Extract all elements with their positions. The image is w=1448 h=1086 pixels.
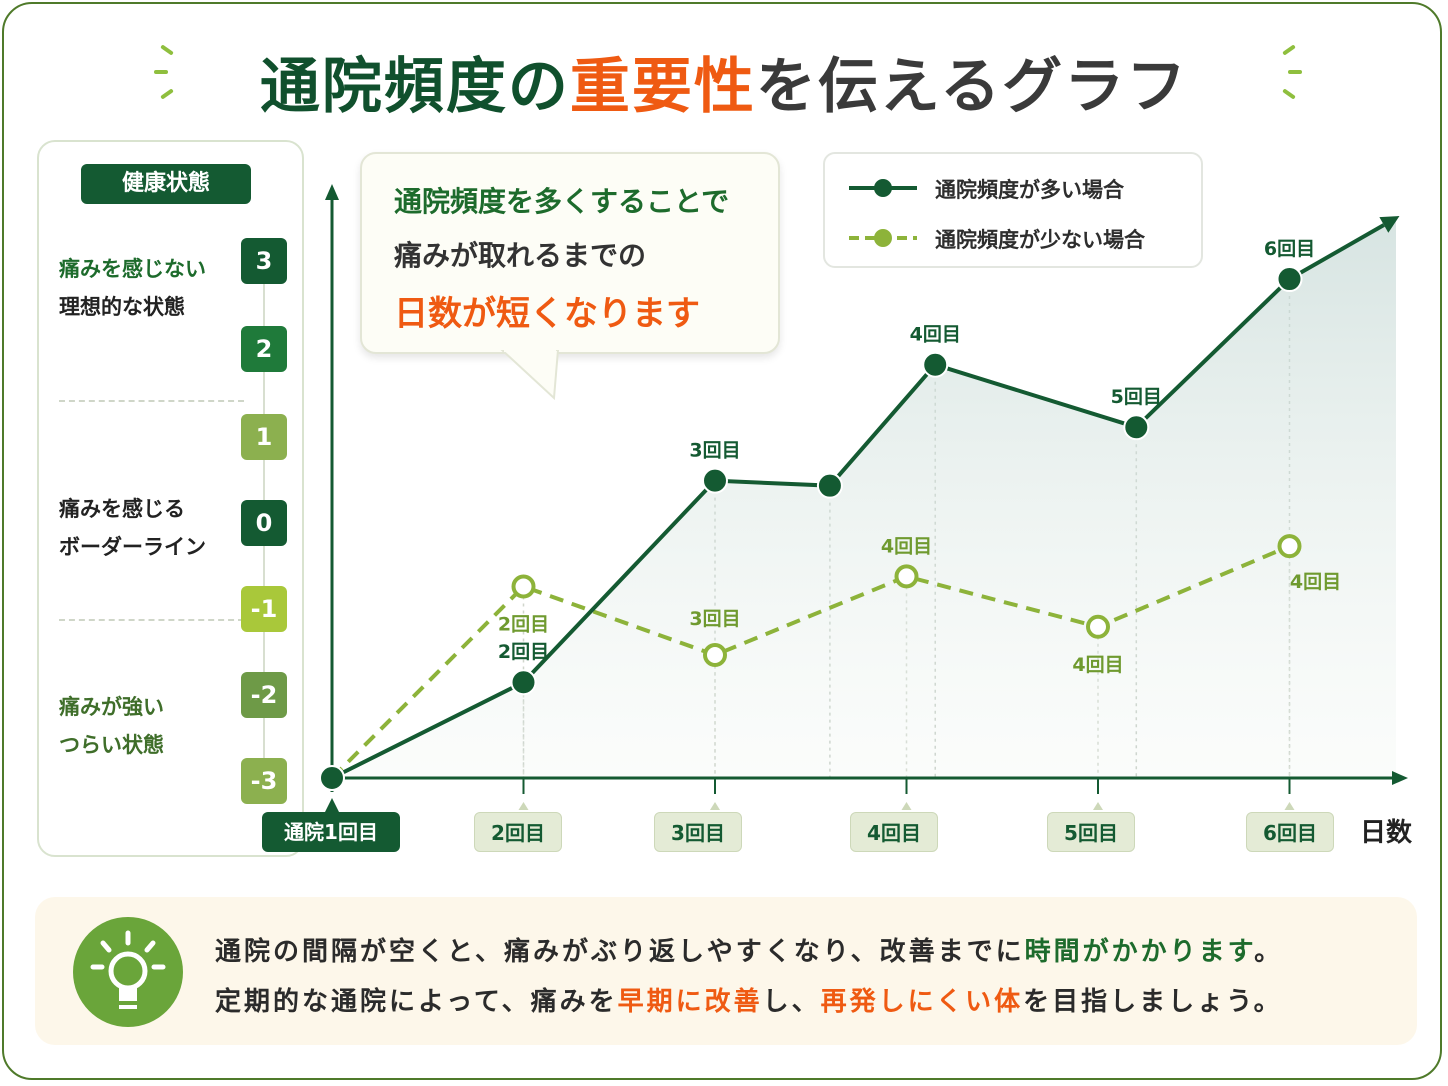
level-1-box: 1 [241,414,287,460]
x-label-5: 5回目 [1047,812,1135,852]
level-minus3-box: -3 [241,758,287,804]
label-border-1: 痛みを感じる [59,497,185,521]
label-ideal-1: 痛みを感じない [59,257,206,281]
line-low-frequency [330,544,1291,780]
x-label-4: 4回目 [850,812,938,852]
high-marker [1276,266,1303,293]
high-line-arrow-icon [1379,216,1400,233]
page-title: 通院頻度の重要性を伝えるグラフ [0,38,1448,125]
x-label-6: 6回目 [1246,812,1334,852]
x-label-2: 2回目 [474,812,562,852]
x-start-pointer-icon [325,798,339,812]
level-minus2-box: -2 [241,672,287,718]
bottom-line1: 通院の間隔が空くと、痛みがぶり返しやすくなり、改善までに時間がかかります。 [215,931,1283,968]
level-minus1-box: -1 [241,586,287,632]
x-tick-pointer-icon [710,802,720,810]
bottom-note: 通院の間隔が空くと、痛みがぶり返しやすくなり、改善までに時間がかかります。 定期… [35,897,1417,1045]
callout-tail [500,350,560,401]
x-tick-pointer-icon [901,802,912,810]
high-line-extension [1288,223,1385,281]
x-axis-arrow-icon [1392,771,1408,785]
health-panel: 健康状態 痛みを感じない 理想的な状態 痛みを感じる ボーダーライン 痛みが強い… [37,140,304,857]
low-marker [1086,614,1110,639]
bottom-l2b: 早期に改善 [617,987,763,1017]
bottom-l1a: 通院の間隔が空くと、痛みがぶり返しやすくなり、改善までに [215,937,1025,967]
high-marker [510,669,537,696]
lightbulb-icon [73,917,183,1027]
callout-line3: 日数が短くなります [394,294,700,334]
low-marker [894,564,919,589]
low-point-label: 4回目 [1072,654,1123,676]
x-axis-title: 日数 [1360,818,1413,848]
low-point-label: 4回目 [881,535,932,557]
title-part2: 重要性 [569,52,756,122]
bottom-l1c: 。 [1254,937,1284,967]
title-part1: 通院頻度の [259,52,570,122]
high-point-label: 2回目 [498,641,549,663]
high-marker [816,472,843,499]
title-spark-right-icon [1272,40,1332,110]
title-spark-left-icon [150,40,210,110]
legend-swatches [849,179,917,247]
low-point-label: 3回目 [689,608,740,630]
bottom-line2: 定期的な通院によって、痛みを早期に改善し、再発しにくい体を目指しましょう。 [215,981,1283,1018]
callout-line1: 通院頻度を多くすることで [394,185,730,218]
low-marker [511,574,536,599]
bottom-l2d: 再発しにくい体 [820,987,1024,1017]
low-marker [1277,534,1302,559]
label-ideal-2: 理想的な状態 [59,295,185,319]
high-point-label: 3回目 [689,440,740,462]
divider-1 [59,400,244,402]
high-point-label: 5回目 [1111,386,1162,408]
legend-low-label: 通院頻度が少ない場合 [935,228,1145,252]
high-marker [702,467,728,494]
legend: 通院頻度が多い場合 通院頻度が少ない場合 [823,152,1203,268]
label-strong-2: つらい状態 [59,733,164,757]
level-2-box: 2 [241,326,287,372]
high-marker [922,351,949,378]
high-marker [1123,414,1150,441]
high-point-label: 4回目 [910,324,961,346]
x-label-1: 通院1回目 [262,812,400,852]
low-point-label: 4回目 [1290,571,1341,593]
callout-line2: 痛みが取れるまでの [394,239,647,272]
legend-low-marker [874,229,892,247]
level-0-box: 0 [241,500,287,546]
legend-high-label: 通院頻度が多い場合 [935,178,1124,202]
x-tick-pointer-icon [1284,802,1295,810]
area-high-frequency [332,218,1396,778]
title-part3: を伝えるグラフ [755,52,1189,122]
divider-2 [59,619,244,621]
high-point-label: 6回目 [1264,238,1315,260]
bottom-l2a: 定期的な通院によって、痛みを [215,987,618,1017]
x-label-3: 3回目 [654,812,742,852]
y-axis-arrow-icon [325,184,339,200]
legend-high-marker [874,179,892,197]
x-tick-pointer-icon [1093,802,1103,810]
label-strong-1: 痛みが強い [59,695,164,719]
bottom-l1b: 時間がかかります [1024,937,1255,967]
callout-box: 通院頻度を多くすることで 痛みが取れるまでの 日数が短くなります [360,152,780,354]
bottom-l2c: し、 [762,987,821,1017]
health-panel-title: 健康状態 [81,164,251,204]
high-marker [319,765,345,791]
bottom-l2e: を目指しましょう。 [1023,987,1283,1017]
low-marker [703,643,727,668]
level-3-box: 3 [241,238,287,284]
x-tick-pointer-icon [518,802,529,810]
label-border-2: ボーダーライン [59,535,206,559]
low-point-label: 2回目 [498,613,549,635]
